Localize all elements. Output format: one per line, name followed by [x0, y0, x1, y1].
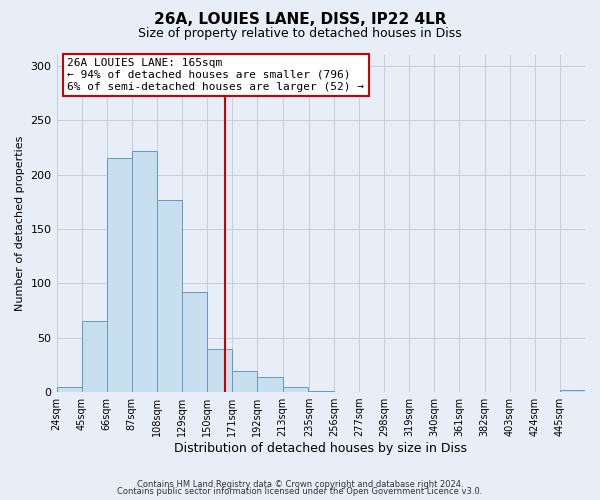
- Text: Size of property relative to detached houses in Diss: Size of property relative to detached ho…: [138, 28, 462, 40]
- Bar: [82, 322, 107, 392]
- Bar: [157, 200, 182, 392]
- Bar: [207, 348, 232, 392]
- Bar: [257, 377, 283, 392]
- Text: Contains public sector information licensed under the Open Government Licence v3: Contains public sector information licen…: [118, 487, 482, 496]
- Bar: [107, 158, 132, 392]
- Text: 26A, LOUIES LANE, DISS, IP22 4LR: 26A, LOUIES LANE, DISS, IP22 4LR: [154, 12, 446, 28]
- Bar: [56, 386, 82, 392]
- Bar: [132, 150, 157, 392]
- Text: 26A LOUIES LANE: 165sqm
← 94% of detached houses are smaller (796)
6% of semi-de: 26A LOUIES LANE: 165sqm ← 94% of detache…: [67, 58, 364, 92]
- Bar: [182, 292, 207, 392]
- Text: Contains HM Land Registry data © Crown copyright and database right 2024.: Contains HM Land Registry data © Crown c…: [137, 480, 463, 489]
- Bar: [560, 390, 585, 392]
- Bar: [232, 372, 257, 392]
- Bar: [309, 391, 334, 392]
- Y-axis label: Number of detached properties: Number of detached properties: [15, 136, 25, 311]
- X-axis label: Distribution of detached houses by size in Diss: Distribution of detached houses by size …: [174, 442, 467, 455]
- Bar: [283, 386, 308, 392]
